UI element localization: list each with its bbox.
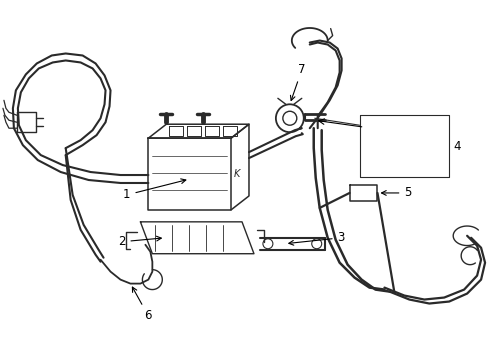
Text: 5: 5: [381, 186, 411, 199]
Text: 7: 7: [290, 63, 305, 100]
Text: 2: 2: [118, 235, 161, 248]
Text: 6: 6: [132, 287, 152, 323]
Text: 4: 4: [452, 140, 460, 153]
Text: 3: 3: [288, 231, 345, 245]
Text: 1: 1: [122, 179, 185, 202]
Text: K: K: [233, 169, 240, 179]
